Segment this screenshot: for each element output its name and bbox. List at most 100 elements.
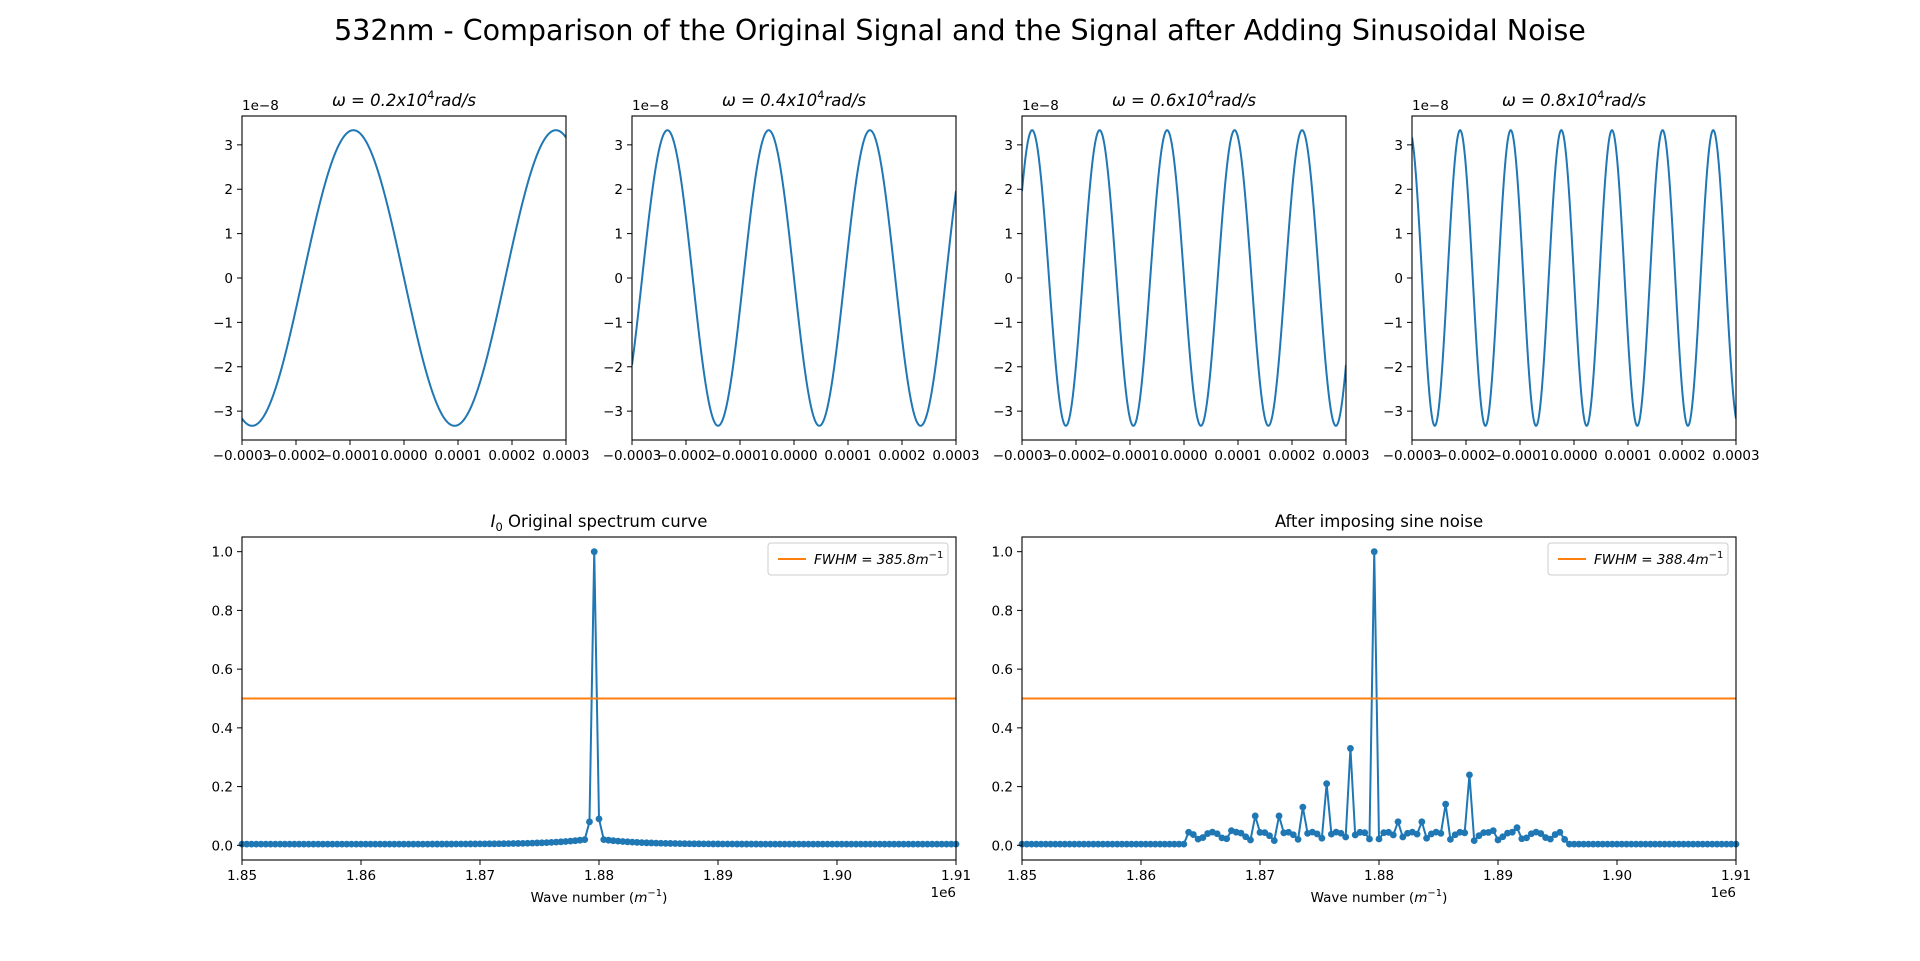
spectrum-point bbox=[1661, 840, 1668, 848]
x-tick-label: 0.0002 bbox=[1658, 448, 1705, 464]
spectrum-point bbox=[938, 840, 946, 848]
spectrum-point bbox=[1694, 840, 1702, 848]
subplot-title: ω = 0.2x104rad/s bbox=[332, 88, 476, 110]
spectrum-point bbox=[305, 840, 313, 848]
xlabel-sup: −1 bbox=[647, 888, 662, 899]
spectrum-point bbox=[890, 840, 898, 848]
spectrum-point bbox=[1499, 833, 1507, 841]
spectrum-point bbox=[1213, 830, 1221, 838]
spectrum-point bbox=[728, 840, 736, 848]
spectrum-point bbox=[719, 840, 727, 848]
spectrum-point bbox=[329, 840, 336, 848]
spectrum-point bbox=[319, 840, 327, 848]
spectrum-point bbox=[310, 840, 317, 848]
subplot-omega-3: −0.0003−0.0002−0.0001 0.0000 0.0001 0.0002 0… bbox=[993, 88, 1370, 464]
spectrum-point bbox=[1642, 840, 1649, 848]
spectrum-point bbox=[386, 840, 393, 848]
subplot-title: ω = 0.6x104rad/s bbox=[1112, 88, 1256, 110]
spectrum-point bbox=[1051, 840, 1059, 848]
spectrum-point bbox=[395, 840, 403, 848]
spectrum-point bbox=[1413, 830, 1421, 838]
x-tick-label: −0.0001 bbox=[1101, 448, 1160, 464]
spectrum-point bbox=[905, 840, 912, 848]
x-tick-label: 0.0002 bbox=[488, 448, 535, 464]
spectrum-point bbox=[1180, 840, 1188, 848]
x-tick-label: 0.0001 bbox=[1604, 448, 1651, 464]
x-offset-label: 1e6 bbox=[931, 885, 956, 901]
spectrum-point bbox=[271, 840, 279, 848]
spectrum-point bbox=[1090, 840, 1097, 848]
x-tick-label: −0.0002 bbox=[267, 448, 326, 464]
spectrum-point bbox=[324, 840, 332, 848]
spectrum-point bbox=[1627, 840, 1635, 848]
spectrum-point bbox=[433, 840, 441, 848]
spectrum-point bbox=[252, 840, 260, 848]
x-tick-label: 0.0003 bbox=[932, 448, 979, 464]
spectrum-point bbox=[1318, 834, 1326, 842]
x-axis-label: Wave number (m−1) bbox=[1311, 888, 1448, 906]
x-tick-label: −0.0003 bbox=[993, 448, 1052, 464]
spectrum-point bbox=[590, 548, 598, 556]
title-sup: 4 bbox=[427, 88, 434, 102]
spectrum-point bbox=[1623, 840, 1630, 848]
spectrum-point bbox=[1256, 829, 1264, 836]
spectrum-point bbox=[452, 840, 460, 848]
legend-label: FWHM = 385.8m−1 bbox=[814, 550, 943, 568]
legend-sup: −1 bbox=[929, 550, 944, 561]
x-tick-label: 0.0003 bbox=[1322, 448, 1369, 464]
y-tick-label: −2 bbox=[993, 360, 1013, 376]
subplot-title: After imposing sine noise bbox=[1275, 512, 1483, 531]
spectrum-point bbox=[1399, 833, 1407, 841]
spectrum-point bbox=[1646, 840, 1654, 848]
y-tick-label: 3 bbox=[1394, 138, 1403, 154]
spectrum-point bbox=[1727, 840, 1735, 848]
spectrum-point bbox=[1109, 840, 1116, 848]
x-tick-label: 1.85 bbox=[227, 868, 257, 884]
y-offset-label: 1e−8 bbox=[242, 98, 279, 114]
spectrum-point bbox=[638, 839, 646, 846]
spectrum-point bbox=[714, 840, 722, 848]
spectrum-point bbox=[1585, 840, 1592, 848]
spectrum-point bbox=[476, 840, 484, 848]
x-tick-label: −0.0001 bbox=[321, 448, 380, 464]
spectrum-point bbox=[1566, 840, 1573, 848]
spectrum-point bbox=[1032, 840, 1040, 848]
spectrum-point bbox=[709, 840, 717, 848]
spectrum-point bbox=[809, 840, 817, 848]
y-tick-label: −2 bbox=[603, 360, 623, 376]
spectrum-point bbox=[924, 840, 931, 848]
spectrum-point bbox=[533, 839, 541, 847]
y-tick-label: 1 bbox=[1004, 227, 1013, 243]
spectrum-point bbox=[871, 840, 879, 848]
spectrum-point bbox=[352, 840, 360, 848]
spectrum-point bbox=[824, 840, 831, 848]
title-main: ω = 0.2x10 bbox=[332, 91, 427, 110]
title-sup: 4 bbox=[1207, 88, 1214, 102]
y-tick-label: 0.4 bbox=[212, 721, 233, 737]
spectrum-point bbox=[1166, 840, 1173, 848]
spectrum-point bbox=[505, 840, 512, 848]
subplot-noisy-spectrum: 1.85 1.86 1.87 1.88 1.89 1.90 1.91 0.0 0.2 0.4 0.6… bbox=[992, 512, 1752, 906]
x-tick-label: −0.0002 bbox=[1047, 448, 1106, 464]
y-tick-label: 0.8 bbox=[212, 603, 233, 619]
charts-group: −0.0003−0.0002−0.0001 0.0000 0.0001 0.0002 0… bbox=[212, 88, 1760, 906]
spectrum-point bbox=[1546, 835, 1554, 843]
spectrum-point bbox=[400, 840, 408, 848]
spectrum-point bbox=[257, 840, 265, 848]
spectrum-point bbox=[676, 840, 684, 848]
spectrum-point bbox=[1223, 835, 1231, 843]
spectrum-point bbox=[362, 840, 370, 848]
spectrum-point bbox=[909, 840, 917, 848]
spectrum-point bbox=[390, 840, 398, 848]
spectrum-point bbox=[1708, 840, 1716, 848]
spectrum-point bbox=[1699, 840, 1707, 848]
x-tick-label: 1.90 bbox=[822, 868, 852, 884]
spectrum-point bbox=[838, 840, 846, 848]
spectrum-point bbox=[443, 840, 451, 848]
spectrum-point bbox=[1323, 780, 1331, 788]
xlabel-close: ) bbox=[662, 890, 667, 906]
spectrum-point bbox=[1665, 840, 1673, 848]
spectrum-point bbox=[928, 840, 936, 848]
spectrum-point bbox=[1437, 829, 1445, 837]
title-unit: rad/s bbox=[824, 91, 866, 110]
